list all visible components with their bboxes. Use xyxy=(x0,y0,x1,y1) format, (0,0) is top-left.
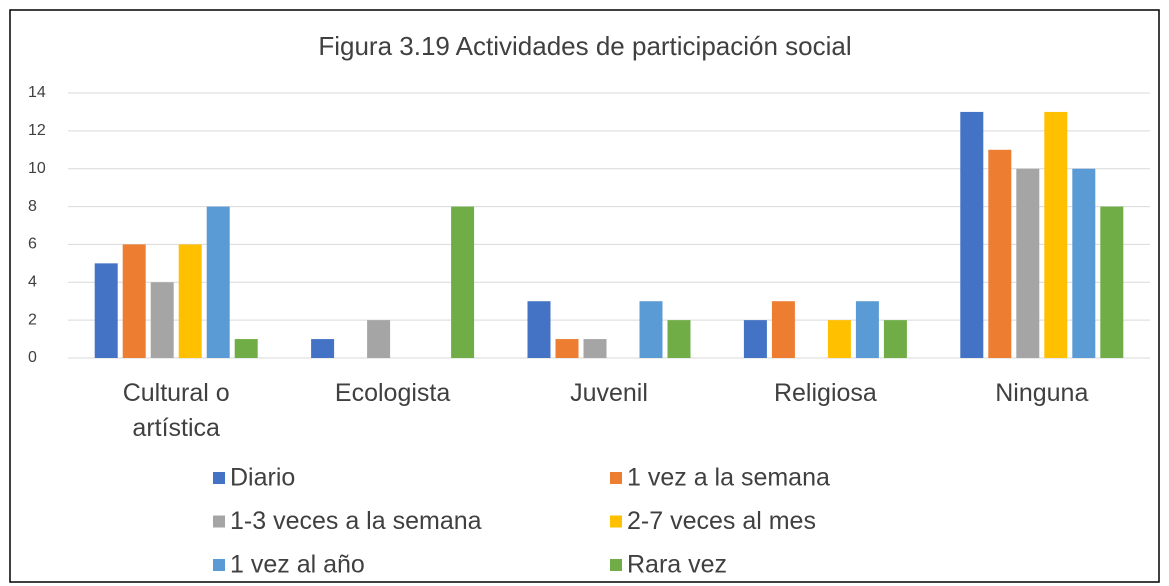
bar xyxy=(583,339,607,358)
bar xyxy=(960,111,984,358)
bar xyxy=(1044,111,1068,358)
y-tick-label: 12 xyxy=(28,122,46,139)
y-tick-label: 14 xyxy=(28,84,46,101)
bar xyxy=(827,320,851,358)
bar xyxy=(122,244,146,358)
bar xyxy=(206,206,230,358)
bar xyxy=(771,301,795,358)
bar xyxy=(555,339,579,358)
bar xyxy=(311,339,335,358)
legend-label: Rara vez xyxy=(627,551,727,579)
x-tick-label: Ecologista xyxy=(334,379,451,407)
y-tick-label: 10 xyxy=(28,160,46,177)
y-tick-label: 8 xyxy=(28,198,37,215)
bar xyxy=(1016,168,1040,358)
legend-label: 1 vez al año xyxy=(230,551,365,579)
x-tick-label: Cultural o artística xyxy=(122,379,230,442)
bar xyxy=(150,282,174,358)
y-tick-label: 2 xyxy=(28,311,37,328)
bar xyxy=(178,244,202,358)
y-tick-label: 4 xyxy=(28,274,37,291)
bar xyxy=(988,149,1012,358)
chart-title: Figura 3.19 Actividades de participación… xyxy=(318,31,851,61)
x-tick-label: Religiosa xyxy=(773,379,877,407)
legend-swatch xyxy=(610,559,622,571)
bar xyxy=(1072,168,1096,358)
bar xyxy=(743,320,767,358)
legend-swatch xyxy=(213,515,225,528)
legend-label: Diario xyxy=(230,464,295,492)
bar xyxy=(1100,206,1124,358)
bar xyxy=(527,301,551,358)
x-tick-label: Juvenil xyxy=(570,379,648,407)
legend-label: 1 vez a la semana xyxy=(627,464,830,492)
bar xyxy=(639,301,663,358)
legend-label: 1-3 veces a la semana xyxy=(230,507,482,535)
legend-swatch xyxy=(213,559,225,571)
legend-label: 2-7 veces al mes xyxy=(627,507,816,535)
legend-swatch xyxy=(610,472,622,484)
bar xyxy=(94,263,118,358)
bar xyxy=(367,320,391,358)
legend-swatch xyxy=(213,472,225,484)
bar xyxy=(883,320,907,358)
bar xyxy=(855,301,879,358)
y-tick-label: 0 xyxy=(28,349,37,366)
y-tick-label: 6 xyxy=(28,236,37,253)
bar xyxy=(234,339,258,358)
x-tick-label: Ninguna xyxy=(995,379,1089,407)
bar xyxy=(451,206,475,358)
bar xyxy=(667,320,691,358)
legend-swatch xyxy=(610,515,622,528)
